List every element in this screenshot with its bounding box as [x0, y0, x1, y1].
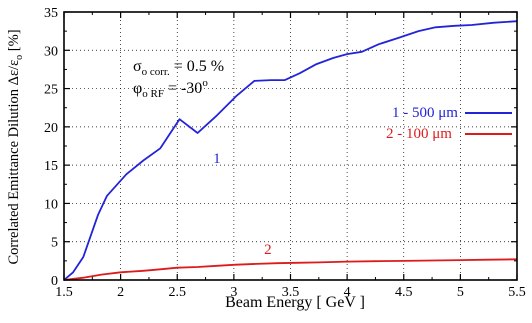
- curve-label-1: 1: [213, 151, 221, 167]
- annotation-phi-symbol: φ: [133, 80, 142, 97]
- y-axis-label-sub: o: [14, 55, 25, 60]
- y-tick-label: 35: [44, 6, 58, 21]
- x-tick-label: 2: [117, 285, 124, 300]
- series-line-1: [63, 20, 518, 281]
- x-tick-label: 4.5: [395, 285, 413, 300]
- x-tick-label: 1.5: [55, 285, 73, 300]
- x-tick-label: 4: [344, 285, 351, 300]
- legend-label-1: 1 - 500 μm: [392, 105, 458, 121]
- y-tick-label: 5: [51, 236, 58, 251]
- y-tick-label: 30: [44, 44, 58, 59]
- y-axis-label-tail: [%]: [6, 29, 22, 54]
- y-axis-label-main: Correlated Emittance Dilution Δε/ε: [6, 60, 22, 265]
- series-line-2: [63, 258, 518, 281]
- annotation-sigma: σo corr. = 0.5 %: [133, 58, 224, 78]
- x-tick-label: 3.5: [282, 285, 300, 300]
- annotation-phi-text: = -30: [164, 80, 202, 97]
- curve-labels: 12: [213, 151, 271, 258]
- annotation-sigma-symbol: σ: [133, 58, 142, 75]
- grid-lines: [64, 12, 517, 280]
- annotation-sigma-sub: o corr.: [142, 66, 170, 78]
- x-axis-label: Beam Energy [ GeV ]: [225, 294, 365, 311]
- annotation-phi: φo RF = -30o: [133, 77, 208, 100]
- x-tick-label: 3: [230, 285, 237, 300]
- x-tick-label: 5.5: [508, 285, 526, 300]
- curve-label-2: 2: [264, 242, 272, 258]
- annotation-sigma-text: = 0.5 %: [170, 58, 224, 75]
- series-layer: [63, 20, 518, 281]
- y-tick-label: 10: [44, 197, 58, 212]
- legend-label-2: 2 - 100 μm: [386, 126, 452, 142]
- y-tick-label: 0: [51, 274, 58, 289]
- y-tick-label: 15: [44, 159, 58, 174]
- y-tick-label: 20: [44, 121, 58, 136]
- x-tick-labels: 1.5 2 2.5 3 3.5 4 4.5 5 5.5: [55, 285, 526, 300]
- y-tick-label: 25: [44, 83, 58, 98]
- x-tick-label: 5: [457, 285, 464, 300]
- x-tick-label: 2.5: [169, 285, 187, 300]
- annotation-phi-sub: o RF: [142, 88, 164, 100]
- annotation-phi-sup: o: [202, 77, 208, 89]
- y-tick-labels: 0 5 10 15 20 25 30 35: [44, 6, 58, 289]
- plot-frame: [63, 11, 518, 281]
- y-axis-label: Correlated Emittance Dilution Δε/εo [%]: [6, 29, 25, 264]
- legend: 1 - 500 μm 2 - 100 μm: [386, 105, 512, 142]
